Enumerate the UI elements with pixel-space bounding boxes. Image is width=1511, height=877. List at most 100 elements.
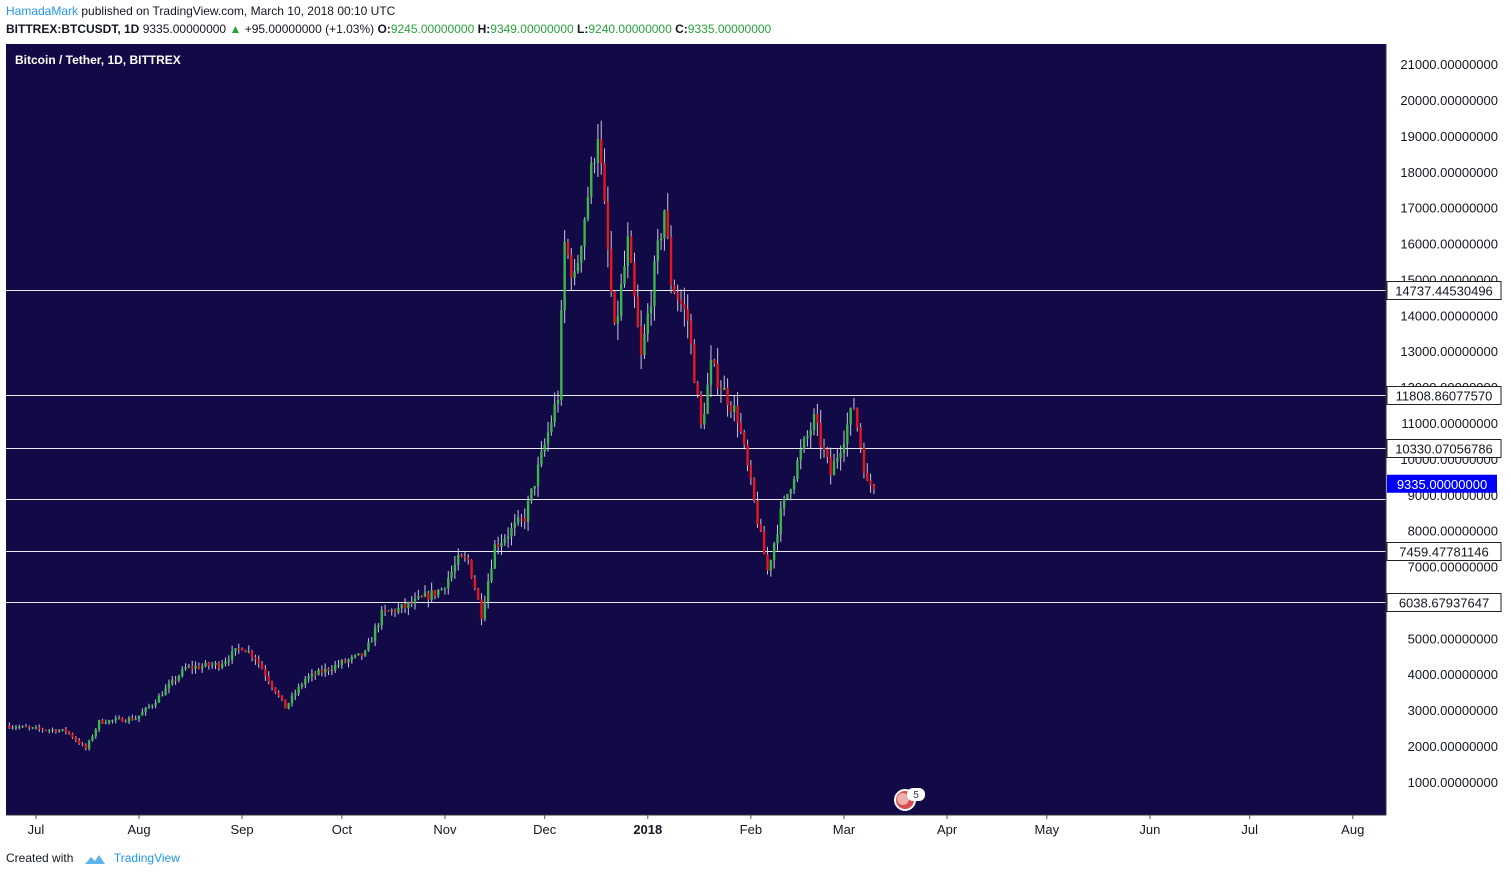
candle-body [510,527,513,537]
level-label-box [1386,593,1502,612]
price-change: +95.00000000 (+1.03%) [244,22,375,36]
level-label-box [1386,281,1502,300]
candle-body [556,399,560,405]
candle-body [656,240,659,262]
candle-body [290,695,294,704]
event-count: 5 [913,790,919,801]
candle-body [669,237,673,286]
tradingview-cloud-icon [84,854,105,864]
author-link[interactable]: HamadaMark [6,4,79,18]
candle-body [872,485,876,490]
candle-body [812,414,816,431]
candle-body [613,291,616,324]
candle-body [550,422,553,433]
candle-body [217,663,221,668]
candle-body [21,726,24,728]
candle-body [600,139,603,164]
candle-body [679,299,683,305]
candle-body [749,465,753,479]
candle-body [413,598,417,604]
candle-body [11,727,14,729]
candle-body [796,460,799,479]
x-tick-label: Aug [127,822,150,837]
event-badge[interactable]: 5 [894,788,925,811]
candle-body [184,667,187,670]
candle-body [689,320,693,344]
candle-body [663,210,666,239]
candle-body [67,731,71,734]
candle-body [513,522,516,528]
candle-body [277,692,280,696]
candle-body [124,721,127,723]
candle-body [852,408,856,410]
candle-body [523,517,526,522]
candle-body [543,444,546,452]
candle-body [417,596,420,599]
candle-body [437,590,440,596]
candle-body [453,564,457,572]
candle-body [433,590,437,596]
candle-body [849,408,852,425]
candle-body [596,139,600,163]
candle-body [250,651,254,658]
x-tick-label: Mar [833,822,856,837]
candle-body [839,452,842,459]
candle-body [686,309,689,321]
current-price-label: 9335.00000000 [1397,477,1487,492]
x-tick-label: Apr [937,822,958,837]
candle-body [147,706,151,708]
current-price-box [1387,474,1497,493]
x-tick-label: Feb [740,822,762,837]
tradingview-link[interactable]: TradingView [113,851,180,865]
candle-body [134,718,137,720]
candle-body [227,659,230,662]
candle-body [629,236,633,263]
candle-body [380,610,383,626]
price-axis [1386,44,1511,815]
candle-body [127,717,131,722]
candle-body [766,554,769,571]
candle-body [91,736,94,741]
candle-body [237,648,240,650]
x-tick-label: Jun [1139,822,1160,837]
candle-body [210,665,214,667]
candle-body [181,669,184,676]
candle-body [703,413,706,425]
candle-body [610,249,613,292]
candle-body [54,729,58,733]
candle-body [590,162,593,198]
candle-body [606,201,610,250]
candle-body [856,408,859,428]
candle-body [161,695,164,697]
candle-body [772,543,776,561]
chart-title: Bitcoin / Tether, 1D, BITTREX [15,53,181,67]
candle-body [284,699,287,709]
candle-body [200,666,204,669]
candle-body [809,430,812,436]
candle-body [400,604,403,608]
up-arrow-icon: ▲ [229,22,242,36]
flag-icon-inner [897,793,909,805]
candle-body [174,679,177,681]
ohlc-line: BITTREX:BTCUSDT, 1D 9335.00000000 ▲ +95.… [6,22,771,36]
candle-body [643,333,646,356]
candle-body [616,316,620,324]
candle-body [151,705,154,707]
candle-body [310,673,314,677]
candle-body [866,473,869,481]
x-tick-label: Jul [28,822,45,837]
candle-body [167,683,171,689]
candle-body [430,590,433,600]
candle-body [204,662,207,667]
candle-body [460,555,463,557]
candle-body [287,703,290,709]
candle-body [420,596,423,598]
candle-body [194,666,197,669]
candle-body [51,729,54,731]
candle-body [483,601,487,619]
candle-body [623,266,626,285]
low-label: L: [577,22,589,36]
candle-body [187,666,191,668]
candle-body [819,422,822,447]
candle-body [207,662,211,666]
